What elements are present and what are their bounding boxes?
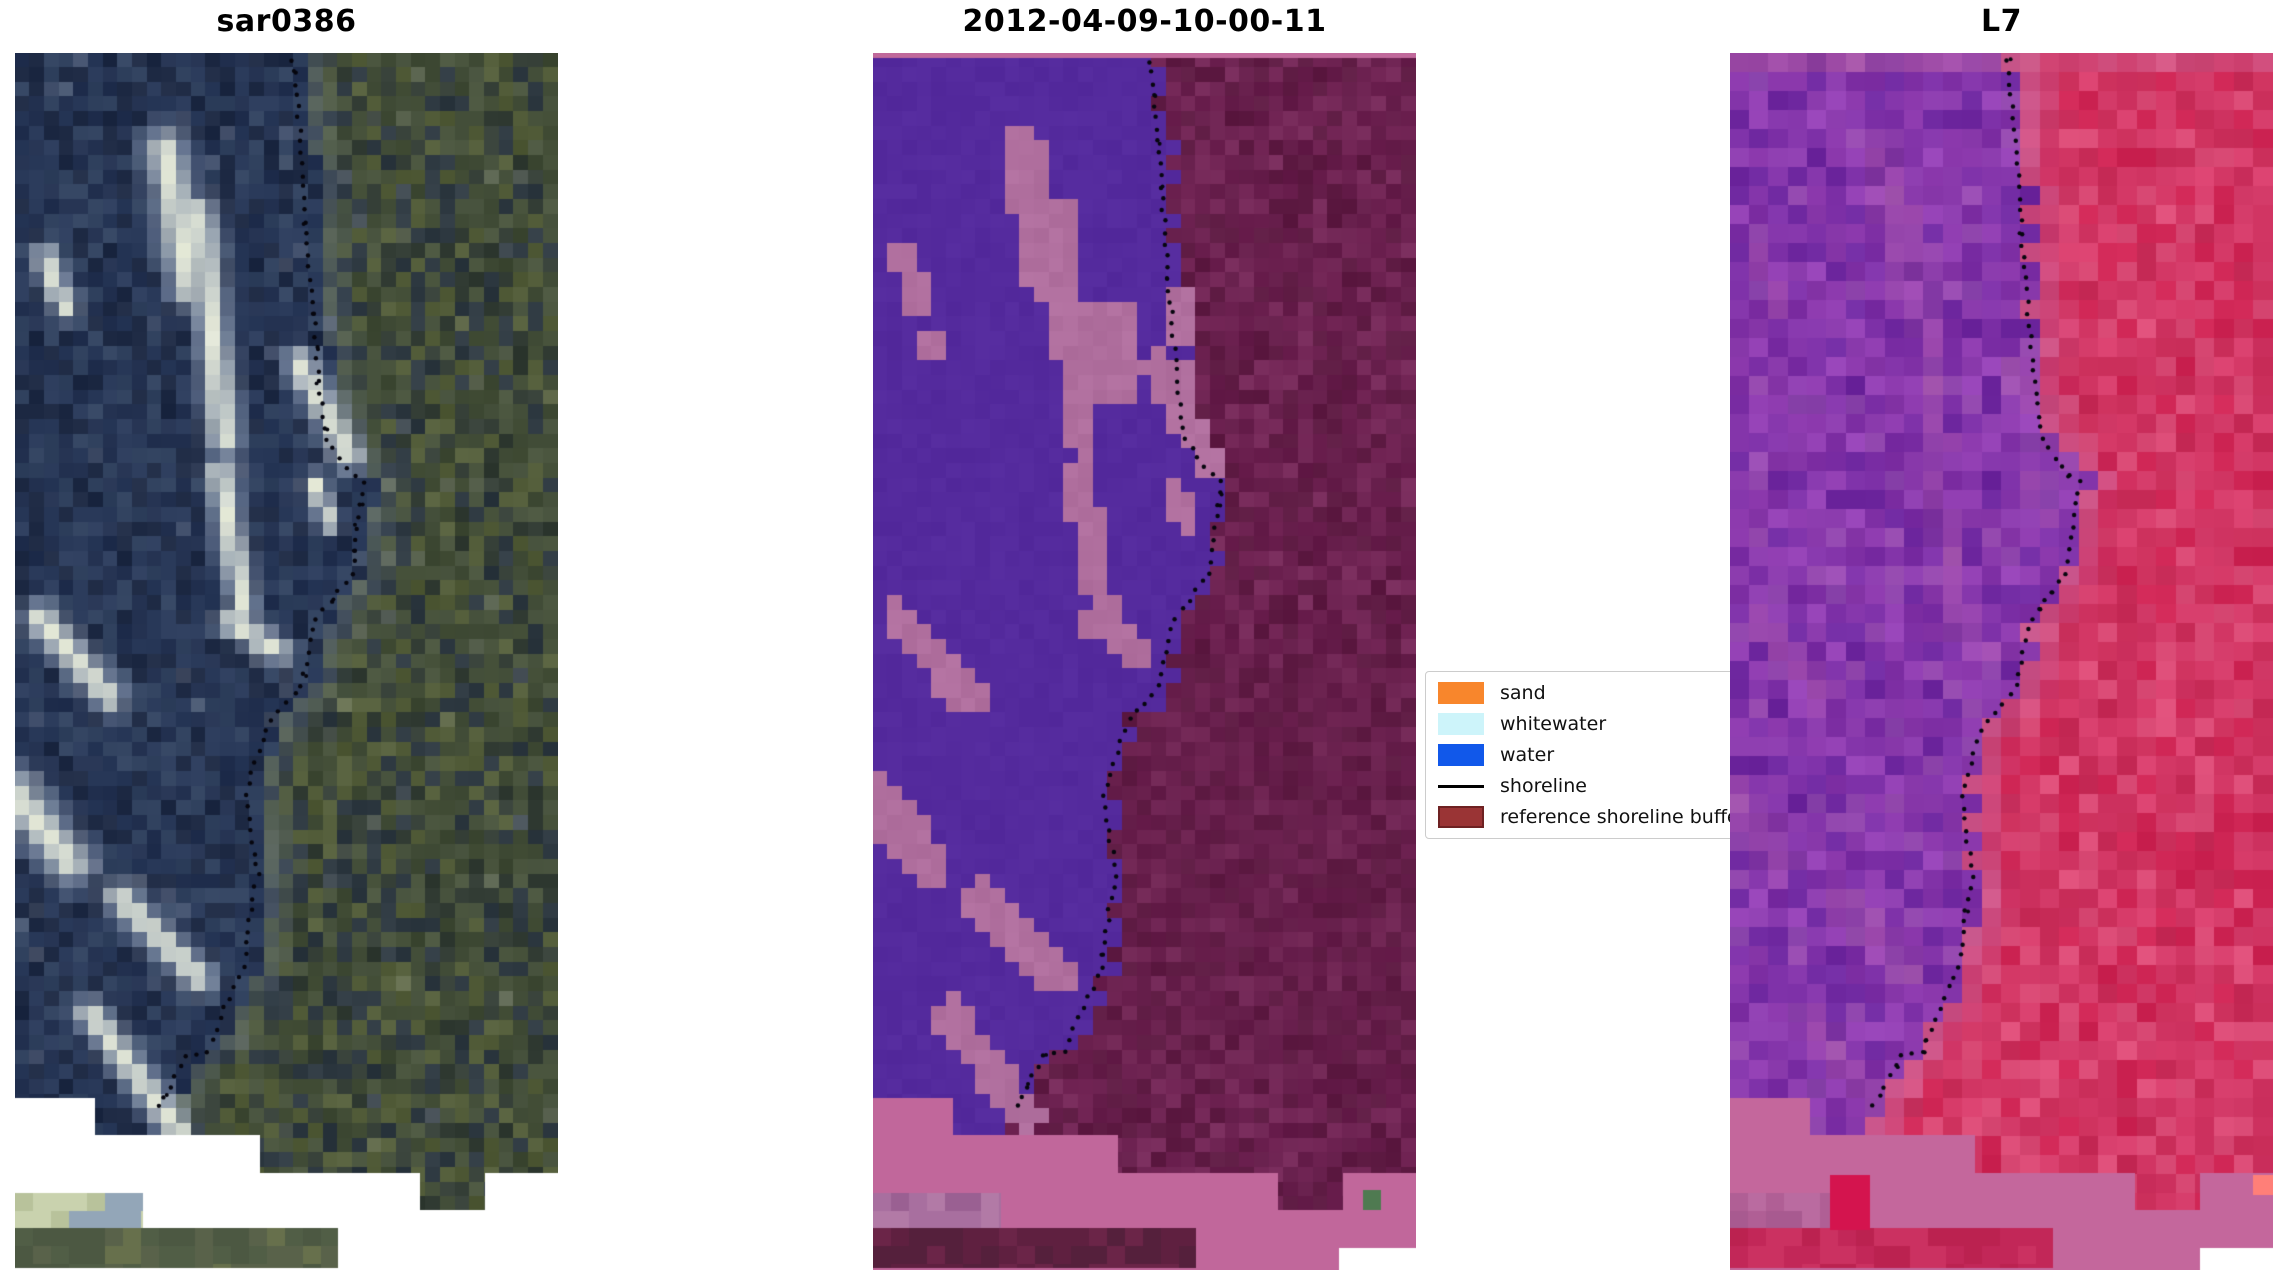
panel-title-l7: L7 [1981, 4, 2022, 39]
legend-label: water [1500, 744, 1555, 766]
legend-item-reference-shoreline-buffer: reference shoreline buffer [1438, 806, 1772, 828]
legend-label: shoreline [1500, 775, 1587, 797]
whitewater-swatch [1438, 713, 1484, 735]
classified-image-panel [873, 53, 1416, 1270]
legend-item-whitewater: whitewater [1438, 713, 1772, 735]
legend-label: whitewater [1500, 713, 1607, 735]
legend-item-sand: sand [1438, 682, 1772, 704]
reference-shoreline-buffer-swatch [1438, 806, 1484, 828]
legend-item-shoreline: shoreline [1438, 775, 1772, 797]
legend-label: reference shoreline buffer [1500, 806, 1747, 828]
l7-image-panel [1730, 53, 2273, 1270]
sand-swatch [1438, 682, 1484, 704]
legend-item-water: water [1438, 744, 1772, 766]
panel-title-sar0386: sar0386 [216, 4, 357, 39]
legend-label: sand [1500, 682, 1546, 704]
legend: sand whitewater water shoreline referenc… [1425, 671, 1785, 839]
shoreline-line-swatch [1438, 784, 1484, 788]
sar-image-panel [15, 53, 558, 1270]
panel-title-classified-date: 2012-04-09-10-00-11 [962, 4, 1327, 39]
water-swatch [1438, 744, 1484, 766]
